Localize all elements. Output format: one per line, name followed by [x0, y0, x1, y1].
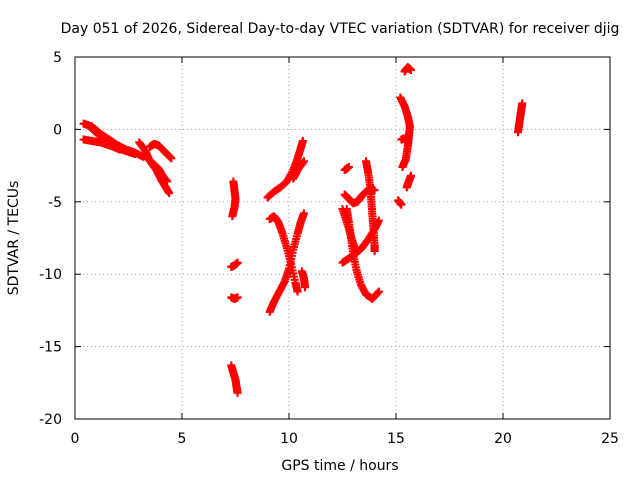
series-track-23: [397, 134, 410, 144]
data-point-marker: [228, 212, 237, 221]
series-track-21: [362, 157, 379, 256]
series-track-16: [340, 163, 353, 174]
series-track-09: [227, 293, 242, 303]
series-track-07: [228, 177, 240, 221]
series-track-12: [289, 157, 308, 183]
chart-title: Day 051 of 2026, Sidereal Day-to-day VTE…: [61, 21, 620, 37]
series-track-13: [265, 212, 302, 296]
data-point-marker: [398, 163, 407, 172]
data-point-marker: [518, 99, 527, 108]
plot-frame: [74, 56, 611, 420]
series-track-06: [143, 154, 172, 186]
series-track-24: [402, 171, 415, 192]
data-point-marker: [373, 288, 382, 297]
data-point-marker: [301, 283, 310, 292]
x-tick-label: 15: [387, 431, 405, 447]
data-point-marker: [299, 209, 308, 218]
data-point-marker: [299, 157, 308, 166]
series-track-04: [135, 138, 174, 198]
data-point-marker: [163, 177, 172, 186]
x-tick-label: 25: [601, 431, 619, 447]
x-tick-label: 0: [71, 431, 80, 447]
data-point-marker: [233, 293, 242, 302]
x-tick-label: 10: [280, 431, 298, 447]
grid-lines: [75, 57, 610, 419]
y-tick-label: -10: [39, 267, 62, 283]
series-track-08: [227, 258, 242, 271]
data-point-marker: [165, 189, 174, 198]
data-point-marker: [401, 134, 410, 143]
series-track-15: [297, 267, 310, 292]
x-tick-label: 20: [494, 431, 512, 447]
series-track-11: [263, 136, 307, 202]
y-tick-label: -15: [39, 340, 62, 356]
data-point-marker: [115, 145, 124, 154]
series-track-27: [513, 99, 527, 137]
series-track-20: [338, 205, 360, 254]
series-track-18: [342, 205, 383, 303]
y-axis-label: SDTVAR / TECUs: [6, 181, 22, 296]
data-point-marker: [293, 287, 302, 296]
data-point-marker: [167, 154, 176, 163]
x-tick-label: 5: [178, 431, 187, 447]
data-point-marker: [233, 388, 242, 397]
data-point-marker: [397, 200, 406, 209]
data-point-marker: [370, 247, 379, 256]
data-point-marker: [344, 163, 353, 172]
series-track-10: [227, 361, 242, 397]
series-track-26: [400, 63, 415, 76]
data-point-marker: [374, 287, 383, 296]
series-track-25: [394, 196, 406, 209]
series-track-05: [145, 139, 176, 163]
y-tick-label: -20: [39, 412, 62, 428]
y-tick-label: 5: [53, 50, 62, 66]
series-track-14: [265, 209, 308, 316]
data-points: [79, 63, 527, 397]
data-point-marker: [233, 258, 242, 267]
x-tick-labels: 0 5 10 15 20 25: [71, 431, 619, 447]
series-track-03: [83, 121, 124, 154]
data-point-marker: [406, 66, 415, 75]
y-tick-labels: 5 0 -5 -10 -15 -20: [39, 50, 62, 428]
data-point-marker: [130, 150, 139, 159]
y-tick-label: -5: [48, 195, 62, 211]
data-point-marker: [298, 136, 307, 145]
y-tick-label: 0: [53, 122, 62, 138]
series-track-22: [396, 93, 414, 172]
x-axis-label: GPS time / hours: [281, 458, 398, 474]
data-point-marker: [402, 183, 411, 192]
data-point-marker: [351, 245, 360, 254]
